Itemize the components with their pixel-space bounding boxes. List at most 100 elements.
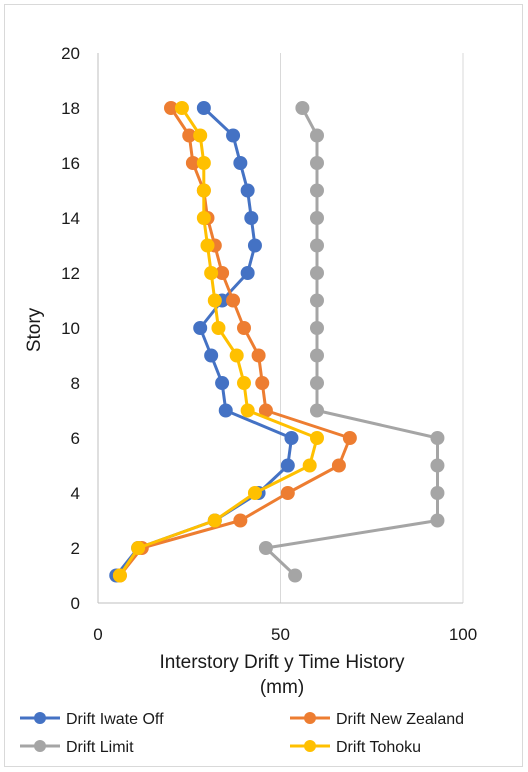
- data-point: [310, 376, 324, 390]
- axes: [97, 53, 463, 604]
- data-point: [258, 541, 273, 555]
- series-line: [118, 107, 319, 577]
- data-point: [430, 431, 445, 445]
- data-point: [233, 513, 248, 528]
- data-point: [310, 321, 324, 335]
- legend-swatch-marker: [34, 712, 46, 724]
- legend-item: Drift New Zealand: [290, 711, 464, 728]
- y-tick-label: 18: [61, 99, 80, 118]
- data-point: [310, 238, 324, 253]
- data-point: [164, 101, 178, 115]
- y-tick-label: 2: [71, 539, 80, 558]
- data-point: [240, 403, 255, 418]
- legend-label: Drift New Zealand: [336, 711, 464, 728]
- series-2: [258, 101, 445, 583]
- legend-swatch-marker: [304, 712, 316, 724]
- data-point: [218, 403, 233, 418]
- data-point: [342, 431, 357, 445]
- data-point: [430, 513, 445, 528]
- data-point: [255, 376, 270, 390]
- data-point: [430, 486, 445, 500]
- series-3: [112, 101, 324, 583]
- series-line: [264, 107, 439, 577]
- data-point: [310, 156, 324, 170]
- legend-label: Drift Tohoku: [336, 739, 421, 756]
- data-point: [251, 348, 266, 363]
- legend-label: Drift Iwate Off: [66, 711, 164, 728]
- x-tick-label: 0: [93, 625, 102, 644]
- data-point: [196, 183, 211, 198]
- data-point: [288, 568, 303, 583]
- legend-item: Drift Limit: [20, 739, 134, 756]
- data-point: [204, 348, 219, 363]
- y-tick-label: 6: [71, 429, 80, 448]
- data-point: [226, 128, 241, 143]
- data-point: [247, 486, 262, 500]
- data-point: [310, 128, 324, 143]
- y-tick-label: 8: [71, 374, 80, 393]
- data-point: [237, 321, 251, 335]
- y-tick-label: 12: [61, 264, 80, 283]
- data-point: [310, 183, 324, 198]
- data-point: [193, 128, 208, 143]
- x-tick-label: 50: [271, 625, 290, 644]
- legend-label: Drift Limit: [66, 739, 134, 756]
- data-point: [193, 321, 208, 335]
- legend-swatch-marker: [34, 740, 46, 752]
- data-point: [131, 541, 146, 555]
- data-point: [233, 156, 248, 170]
- data-point: [310, 266, 324, 280]
- x-axis-label-line2: (mm): [260, 677, 304, 698]
- data-point: [247, 238, 262, 253]
- data-point: [295, 101, 310, 115]
- legend-item: Drift Iwate Off: [20, 711, 164, 728]
- data-point: [310, 293, 324, 308]
- data-point: [284, 431, 299, 445]
- data-point: [204, 266, 219, 280]
- y-tick-label: 10: [61, 319, 80, 338]
- data-point: [244, 211, 259, 225]
- data-point: [331, 458, 346, 473]
- series-1: [112, 101, 357, 583]
- data-point: [240, 266, 255, 280]
- data-point: [196, 156, 211, 170]
- data-point: [200, 238, 215, 253]
- data-point: [207, 513, 222, 528]
- data-point: [280, 458, 295, 473]
- data-point: [182, 128, 197, 143]
- tick-labels: 0 2 4 6 8 10 12 14 16 18 20 0 50 100: [61, 44, 477, 644]
- x-axis-label-line1: Interstory Drift y Time History: [160, 652, 405, 673]
- series-layer: [109, 101, 445, 583]
- data-point: [215, 266, 230, 280]
- legend-swatch-marker: [304, 740, 316, 752]
- data-point: [280, 486, 295, 500]
- data-point: [258, 403, 273, 418]
- y-tick-label: 14: [61, 209, 80, 228]
- legend-item: Drift Tohoku: [290, 739, 421, 756]
- y-tick-label: 0: [71, 594, 80, 613]
- data-point: [302, 458, 317, 473]
- data-point: [196, 101, 211, 115]
- data-point: [430, 458, 445, 473]
- data-point: [185, 156, 200, 170]
- data-point: [310, 348, 324, 363]
- data-point: [237, 376, 251, 390]
- data-point: [112, 568, 127, 583]
- data-point: [211, 321, 226, 335]
- gridlines: [280, 53, 464, 603]
- y-axis-label: Story: [24, 307, 45, 352]
- data-point: [310, 403, 324, 418]
- y-tick-label: 20: [61, 44, 80, 63]
- data-point: [226, 293, 241, 308]
- data-point: [196, 211, 211, 225]
- x-tick-label: 100: [449, 625, 477, 644]
- data-point: [215, 376, 230, 390]
- data-point: [240, 183, 255, 198]
- data-point: [207, 293, 222, 308]
- legend: Drift Iwate Off Drift New Zealand Drift Li…: [20, 711, 464, 756]
- data-point: [229, 348, 244, 363]
- data-point: [174, 101, 189, 115]
- y-tick-label: 4: [71, 484, 80, 503]
- data-point: [310, 211, 324, 225]
